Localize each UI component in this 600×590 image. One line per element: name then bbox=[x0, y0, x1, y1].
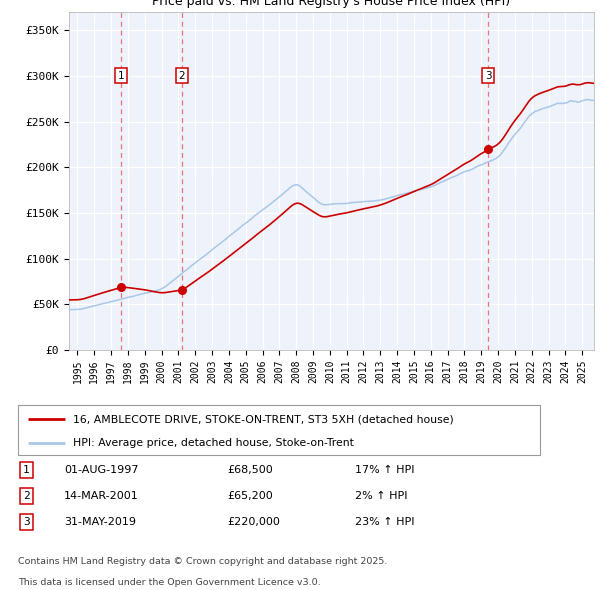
Text: £68,500: £68,500 bbox=[227, 465, 273, 475]
Title: 16, AMBLECOTE DRIVE, STOKE-ON-TRENT, ST3 5XH
Price paid vs. HM Land Registry's H: 16, AMBLECOTE DRIVE, STOKE-ON-TRENT, ST3… bbox=[152, 0, 511, 8]
Text: 2: 2 bbox=[23, 491, 30, 501]
Text: 3: 3 bbox=[485, 71, 491, 81]
Text: 14-MAR-2001: 14-MAR-2001 bbox=[64, 491, 139, 501]
Text: 31-MAY-2019: 31-MAY-2019 bbox=[64, 517, 136, 527]
Text: 16, AMBLECOTE DRIVE, STOKE-ON-TRENT, ST3 5XH (detached house): 16, AMBLECOTE DRIVE, STOKE-ON-TRENT, ST3… bbox=[73, 414, 454, 424]
Text: HPI: Average price, detached house, Stoke-on-Trent: HPI: Average price, detached house, Stok… bbox=[73, 438, 353, 447]
Text: £65,200: £65,200 bbox=[227, 491, 273, 501]
Text: This data is licensed under the Open Government Licence v3.0.: This data is licensed under the Open Gov… bbox=[18, 578, 320, 587]
Text: 23% ↑ HPI: 23% ↑ HPI bbox=[355, 517, 415, 527]
Text: 3: 3 bbox=[23, 517, 30, 527]
Text: Contains HM Land Registry data © Crown copyright and database right 2025.: Contains HM Land Registry data © Crown c… bbox=[18, 557, 388, 566]
FancyBboxPatch shape bbox=[18, 405, 540, 455]
Text: 2: 2 bbox=[178, 71, 185, 81]
Text: 1: 1 bbox=[118, 71, 124, 81]
Text: 01-AUG-1997: 01-AUG-1997 bbox=[64, 465, 139, 475]
Text: 2% ↑ HPI: 2% ↑ HPI bbox=[355, 491, 408, 501]
Text: 1: 1 bbox=[23, 465, 30, 475]
Text: 17% ↑ HPI: 17% ↑ HPI bbox=[355, 465, 415, 475]
Text: £220,000: £220,000 bbox=[227, 517, 280, 527]
